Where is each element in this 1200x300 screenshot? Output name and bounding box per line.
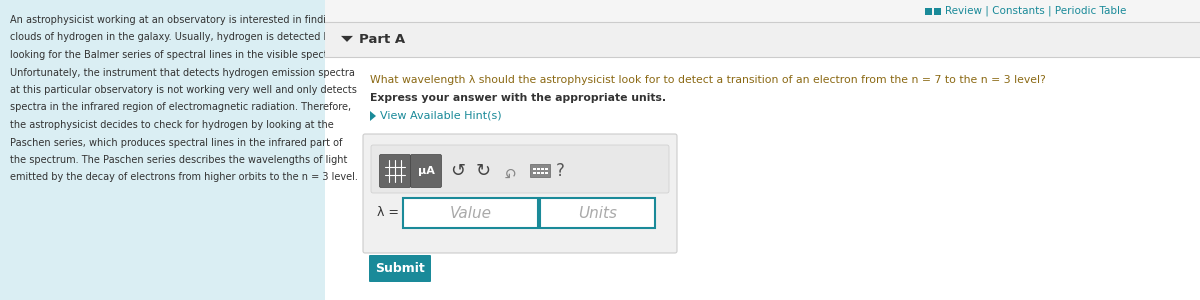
Text: What wavelength λ should the astrophysicist look for to detect a transition of a: What wavelength λ should the astrophysic… (370, 75, 1045, 85)
FancyBboxPatch shape (379, 154, 410, 188)
Bar (934, 8, 941, 14)
Polygon shape (341, 36, 353, 42)
Text: Paschen series, which produces spectral lines in the infrared part of: Paschen series, which produces spectral … (10, 137, 342, 148)
Bar (530, 164, 550, 177)
Bar (538, 172, 540, 174)
Polygon shape (370, 111, 376, 121)
FancyBboxPatch shape (371, 145, 670, 193)
Text: the astrophysicist decides to check for hydrogen by looking at the: the astrophysicist decides to check for … (10, 120, 334, 130)
FancyBboxPatch shape (370, 255, 431, 282)
Text: View Available Hint(s): View Available Hint(s) (380, 111, 502, 121)
Bar (403, 198, 538, 228)
Text: ↺: ↺ (502, 164, 515, 178)
Text: emitted by the decay of electrons from higher orbits to the n = 3 level.: emitted by the decay of electrons from h… (10, 172, 358, 182)
Text: at this particular observatory is not working very well and only detects: at this particular observatory is not wo… (10, 85, 356, 95)
Bar (541, 172, 544, 174)
FancyBboxPatch shape (410, 154, 442, 188)
Bar (545, 172, 547, 174)
Bar (325, 0, 1200, 300)
Text: Submit: Submit (376, 262, 425, 275)
Text: the spectrum. The Paschen series describes the wavelengths of light: the spectrum. The Paschen series describ… (10, 155, 347, 165)
Bar (541, 168, 544, 170)
Bar (540, 198, 655, 228)
Text: An astrophysicist working at an observatory is interested in finding: An astrophysicist working at an observat… (10, 15, 338, 25)
Text: λ =: λ = (377, 206, 398, 220)
Text: Value: Value (450, 206, 492, 220)
Text: clouds of hydrogen in the galaxy. Usually, hydrogen is detected by: clouds of hydrogen in the galaxy. Usuall… (10, 32, 336, 43)
Bar (325, 0, 1200, 22)
Text: spectra in the infrared region of electromagnetic radiation. Therefore,: spectra in the infrared region of electr… (10, 103, 352, 112)
Bar (545, 168, 547, 170)
Bar (0, 0, 325, 300)
Bar (533, 172, 535, 174)
Text: ?: ? (556, 162, 564, 180)
Bar (325, 22, 1200, 57)
Bar (538, 168, 540, 170)
Text: looking for the Balmer series of spectral lines in the visible spectrum.: looking for the Balmer series of spectra… (10, 50, 350, 60)
Text: Units: Units (578, 206, 617, 220)
Text: Review | Constants | Periodic Table: Review | Constants | Periodic Table (946, 6, 1127, 16)
Bar (925, 8, 932, 14)
Text: μA: μA (418, 166, 434, 176)
Text: Part A: Part A (359, 33, 406, 46)
Text: ↻: ↻ (475, 162, 491, 180)
Bar (533, 168, 535, 170)
Text: Unfortunately, the instrument that detects hydrogen emission spectra: Unfortunately, the instrument that detec… (10, 68, 355, 77)
Text: ↺: ↺ (450, 162, 466, 180)
Text: Express your answer with the appropriate units.: Express your answer with the appropriate… (370, 93, 666, 103)
FancyBboxPatch shape (364, 134, 677, 253)
